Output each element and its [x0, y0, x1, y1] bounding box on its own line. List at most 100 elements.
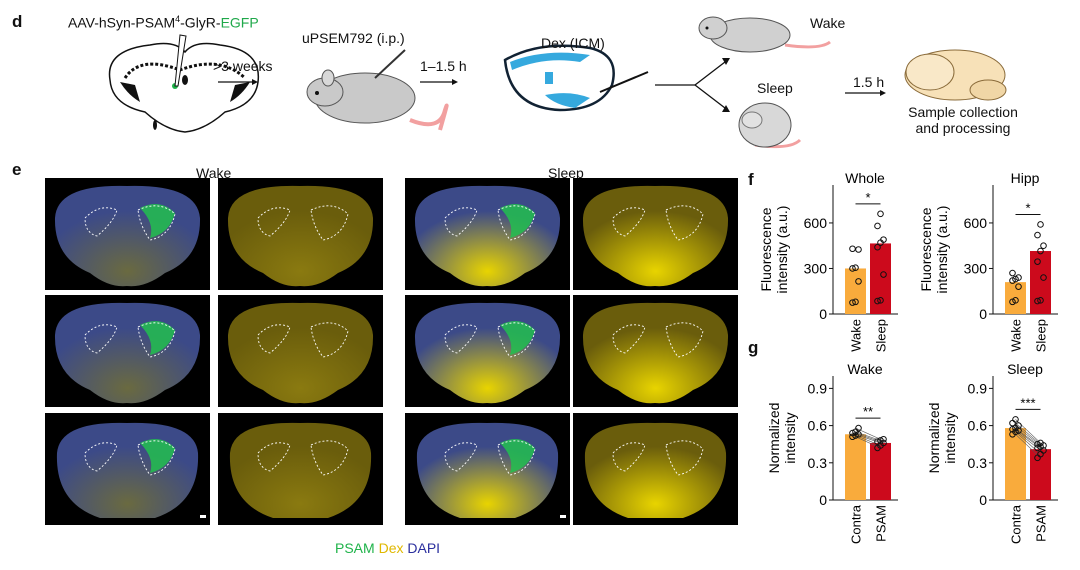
- paired-line: [855, 436, 881, 449]
- data-point: [874, 222, 881, 230]
- y-tick-label: 0.3: [808, 455, 828, 471]
- data-point: [1034, 258, 1041, 265]
- sleep-mouse-icon: [738, 102, 802, 149]
- wake-header: Wake: [196, 165, 232, 181]
- wake-mouse-icon: [698, 16, 831, 53]
- y-tick-label: 0: [819, 306, 827, 322]
- channel-legend: PSAM Dex DAPI: [335, 540, 440, 556]
- data-point: [855, 278, 862, 285]
- final-label: Sample collection and processing: [898, 104, 1028, 136]
- data-point: [1015, 283, 1022, 290]
- paired-line: [1015, 422, 1041, 445]
- x-tick-label: Wake: [849, 319, 864, 352]
- data-point: [874, 243, 881, 251]
- x-tick-label: Contra: [1009, 504, 1024, 544]
- chart-title: Sleep: [1007, 361, 1043, 377]
- bar-psam: [870, 442, 891, 500]
- data-point: [1015, 422, 1022, 429]
- paired-line: [1015, 425, 1041, 446]
- mouse-icon: [306, 49, 449, 131]
- wake-merged-brain-image: [45, 295, 210, 407]
- wake-label: Wake: [810, 15, 846, 31]
- data-point: [1037, 247, 1044, 255]
- data-point: [1012, 297, 1019, 304]
- virus-sup: 4: [175, 14, 181, 24]
- data-point: [874, 438, 881, 446]
- panel-label-f: f: [748, 170, 754, 189]
- paired-line: [1015, 429, 1041, 449]
- data-point: [1037, 439, 1044, 447]
- schematic-d: [108, 16, 1007, 149]
- paired-line: [855, 433, 881, 444]
- y-tick-label: 0.3: [968, 455, 988, 471]
- sleep-merged-brain-image: [405, 295, 570, 407]
- data-point: [1034, 440, 1041, 448]
- sleep-label: Sleep: [757, 80, 793, 96]
- data-point: [1015, 274, 1022, 281]
- wake-merged-brain-image: [45, 178, 210, 290]
- paired-line: [855, 432, 881, 443]
- bar-contra: [845, 434, 866, 500]
- data-point: [1034, 297, 1041, 305]
- data-point: [877, 437, 884, 444]
- step1-label: >3 weeks: [213, 58, 273, 74]
- y-tick-label: 600: [964, 215, 988, 231]
- data-point: [1040, 274, 1047, 281]
- data-point: [1009, 269, 1016, 277]
- data-point: [874, 297, 881, 305]
- significance-stars: *: [865, 190, 870, 205]
- virus-prefix: AAV-hSyn-PSAM: [68, 14, 176, 31]
- wake-dex-brain-image: [218, 413, 383, 525]
- data-point: [877, 210, 884, 218]
- y-tick-label: 600: [804, 215, 828, 231]
- bar-sleep: [1030, 251, 1051, 314]
- wake-dex-brain-image: [218, 295, 383, 407]
- dex-label: Dex (ICM): [541, 35, 605, 51]
- whole-brain-icon: [904, 49, 1007, 101]
- y-axis-label: intensity (a.u.): [934, 206, 950, 294]
- data-point: [880, 435, 887, 443]
- final-line1: Sample collection: [908, 104, 1018, 120]
- y-axis-label: Fluorescence: [918, 207, 934, 291]
- data-point: [849, 433, 856, 441]
- final-line2: and processing: [915, 120, 1011, 136]
- data-point: [1009, 419, 1016, 427]
- y-tick-label: 0: [979, 492, 987, 508]
- y-tick-label: 0: [819, 492, 827, 508]
- chart-title: Whole: [845, 170, 885, 186]
- data-point: [1012, 416, 1019, 423]
- bar-wake: [845, 268, 866, 314]
- y-tick-label: 300: [964, 260, 988, 276]
- sleep-header: Sleep: [548, 165, 584, 181]
- sleep-dex-brain-image: [573, 178, 738, 290]
- virus-mid: -GlyR-: [180, 14, 221, 31]
- panel-label-e: e: [12, 160, 22, 179]
- data-point: [855, 246, 862, 253]
- y-axis-label: intensity: [942, 412, 958, 463]
- panel-label-g: g: [748, 338, 759, 357]
- sleep-dex-brain-image: [573, 413, 738, 525]
- significance-stars: ***: [1020, 395, 1035, 410]
- y-tick-label: 0.9: [968, 380, 988, 396]
- data-point: [880, 271, 887, 278]
- brain-section-icon: [108, 34, 260, 133]
- bar-wake: [1005, 282, 1026, 314]
- step2-label: 1–1.5 h: [420, 58, 467, 74]
- data-point: [849, 299, 856, 306]
- drug-label: uPSEM792 (i.p.): [302, 30, 405, 46]
- x-tick-label: PSAM: [1034, 505, 1049, 542]
- x-tick-label: PSAM: [874, 505, 889, 542]
- data-point: [877, 297, 884, 304]
- paired-line: [1015, 434, 1041, 459]
- legend-dex: Dex: [378, 540, 404, 556]
- virus-egfp: EGFP: [220, 14, 259, 31]
- sleep-merged-brain-image: [405, 413, 570, 525]
- paired-line: [1015, 427, 1041, 447]
- chart-title: Wake: [847, 361, 882, 377]
- x-tick-label: Contra: [849, 504, 864, 544]
- data-point: [852, 298, 859, 306]
- data-point: [1037, 297, 1044, 304]
- data-point: [1034, 231, 1041, 239]
- bar-psam: [1030, 449, 1051, 500]
